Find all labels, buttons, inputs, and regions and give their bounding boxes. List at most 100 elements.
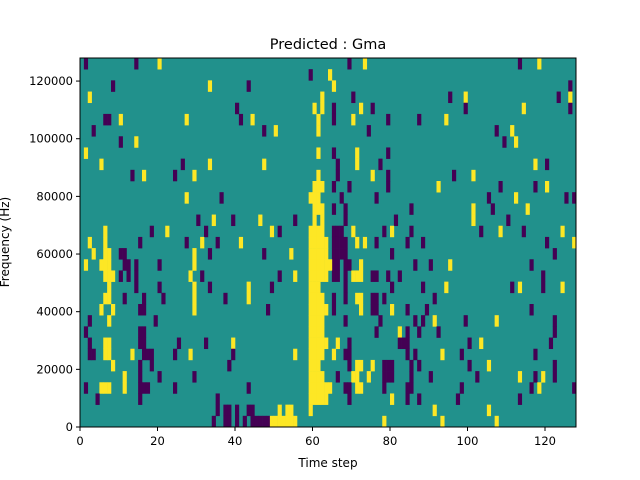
heatmap-cell-high	[545, 181, 550, 193]
heatmap-cell-high	[320, 348, 325, 361]
heatmap-cell-low	[397, 270, 402, 282]
heatmap-cell-high	[382, 415, 387, 428]
heatmap-cell-high	[359, 382, 364, 394]
heatmap-cell-high	[312, 236, 317, 249]
heatmap-cell-low	[107, 113, 112, 126]
heatmap-cell-low	[227, 415, 232, 428]
heatmap-cell-low	[223, 292, 228, 305]
heatmap-cell-high	[130, 348, 135, 361]
heatmap-cell-high	[246, 292, 251, 305]
heatmap-cell-high	[355, 292, 360, 305]
heatmap-cell-low	[401, 337, 406, 350]
heatmap-cell-low	[556, 91, 561, 104]
heatmap-cell-low	[103, 113, 108, 126]
heatmap-cell-high	[308, 382, 313, 394]
heatmap-cell-low	[343, 348, 348, 361]
heatmap-cell-low	[386, 371, 391, 383]
heatmap-cell-high	[118, 113, 123, 126]
heatmap-cell-high	[107, 382, 112, 394]
heatmap-cell-low	[142, 304, 147, 316]
heatmap-cell-high	[308, 337, 313, 350]
heatmap-cell-high	[320, 371, 325, 383]
heatmap-cell-high	[510, 125, 515, 137]
heatmap-cell-high	[308, 393, 313, 405]
heatmap-cell-high	[289, 415, 294, 428]
heatmap-cell-low	[331, 292, 337, 305]
heatmap-cell-low	[382, 371, 387, 383]
heatmap-cell-high	[521, 102, 526, 115]
heatmap-cell-low	[343, 259, 348, 271]
heatmap-cell-high	[316, 203, 321, 215]
heatmap-cell-low	[331, 225, 337, 238]
heatmap-cell-high	[308, 348, 313, 361]
heatmap-cell-high	[134, 136, 139, 148]
heatmap-cell-low	[347, 181, 352, 193]
heatmap-cell-high	[312, 214, 317, 227]
heatmap-cell-high	[324, 337, 329, 350]
heatmap-cell-low	[568, 80, 573, 92]
heatmap-cell-low	[204, 225, 209, 238]
heatmap-cell-low	[382, 359, 387, 372]
heatmap-cell-low	[467, 359, 472, 372]
heatmap-cell-high	[351, 113, 356, 126]
heatmap-cell-low	[262, 125, 267, 137]
heatmap-cell-high	[397, 326, 402, 338]
heatmap-cell-low	[231, 214, 236, 227]
heatmap-cell-low	[529, 259, 534, 271]
y-tick-label: 100000	[29, 132, 73, 146]
heatmap-cell-low	[149, 359, 154, 372]
heatmap-cell-high	[324, 270, 329, 282]
heatmap-cell-low	[347, 348, 352, 361]
heatmap-cell-high	[324, 382, 329, 394]
heatmap-cell-high	[362, 236, 368, 249]
heatmap-cell-low	[142, 348, 147, 361]
heatmap-cell-high	[359, 292, 364, 305]
heatmap-cell-high	[207, 80, 213, 92]
heatmap-cell-low	[541, 281, 546, 294]
heatmap-cell-low	[331, 147, 337, 159]
heatmap-cell-high	[316, 382, 321, 394]
heatmap-cell-high	[99, 382, 104, 394]
heatmap-cell-low	[235, 102, 240, 115]
y-tick-label: 80000	[36, 189, 73, 203]
heatmap-cell-low	[455, 393, 461, 405]
heatmap-cell-high	[312, 248, 317, 260]
heatmap-cell-low	[173, 348, 178, 361]
heatmap-cell-high	[312, 337, 317, 350]
heatmap-cell-low	[386, 169, 391, 182]
heatmap-cell-low	[506, 214, 511, 227]
heatmap-cell-low	[335, 158, 340, 171]
heatmap-cell-low	[331, 236, 337, 249]
heatmap-cell-high	[537, 58, 542, 70]
heatmap-cell-low	[386, 113, 391, 126]
chart-title: Predicted : Gma	[270, 37, 386, 53]
heatmap-cell-low	[331, 259, 337, 271]
x-tick-label: 120	[534, 434, 556, 448]
heatmap-cell-high	[107, 337, 112, 350]
heatmap-cell-high	[83, 147, 89, 159]
heatmap-cell-high	[316, 113, 321, 126]
heatmap-cell-low	[390, 281, 395, 294]
heatmap-cell-low	[343, 281, 348, 294]
heatmap-cell-low	[370, 102, 375, 115]
heatmap-cell-low	[533, 371, 538, 383]
heatmap-cell-high	[316, 248, 321, 260]
heatmap-cell-high	[316, 281, 321, 294]
heatmap-cell-high	[122, 371, 127, 383]
heatmap-cell-low	[134, 281, 139, 294]
heatmap-cell-high	[355, 371, 360, 383]
heatmap-cell-high	[471, 169, 476, 182]
heatmap-cell-high	[444, 281, 449, 294]
heatmap-cell-low	[343, 203, 348, 215]
heatmap-cell-low	[196, 214, 201, 227]
heatmap-cell-high	[312, 102, 317, 115]
heatmap-cell-low	[347, 58, 352, 70]
heatmap-cell-high	[312, 371, 317, 383]
heatmap-cell-low	[378, 315, 383, 327]
x-tick-label: 80	[383, 434, 398, 448]
heatmap-cell-low	[428, 259, 433, 271]
y-tick-label: 40000	[36, 305, 73, 319]
heatmap-cell-high	[211, 214, 216, 227]
heatmap-cell-high	[479, 337, 484, 350]
